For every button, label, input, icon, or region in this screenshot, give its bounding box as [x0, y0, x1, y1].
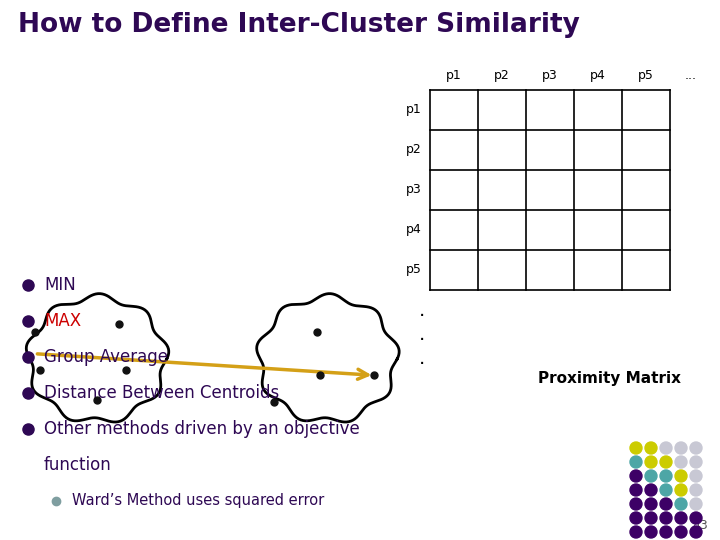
Circle shape	[690, 526, 702, 538]
Circle shape	[660, 470, 672, 482]
Text: p1: p1	[446, 69, 462, 82]
Text: p4: p4	[406, 224, 422, 237]
Circle shape	[660, 526, 672, 538]
Circle shape	[630, 470, 642, 482]
Circle shape	[630, 526, 642, 538]
Circle shape	[675, 526, 687, 538]
Text: p5: p5	[406, 264, 422, 276]
Text: ...: ...	[685, 69, 696, 82]
Circle shape	[675, 442, 687, 454]
Text: MIN: MIN	[44, 276, 76, 294]
Circle shape	[645, 498, 657, 510]
Text: Group Average: Group Average	[44, 348, 168, 366]
Text: Other methods driven by an objective: Other methods driven by an objective	[44, 420, 360, 438]
Text: p1: p1	[406, 104, 422, 117]
Circle shape	[645, 442, 657, 454]
Circle shape	[630, 512, 642, 524]
Text: p3: p3	[542, 69, 558, 82]
Text: Distance Between Centroids: Distance Between Centroids	[44, 384, 279, 402]
Text: .: .	[419, 300, 425, 320]
Circle shape	[645, 456, 657, 468]
Text: function: function	[44, 456, 112, 474]
Circle shape	[630, 498, 642, 510]
Text: How to Define Inter-Cluster Similarity: How to Define Inter-Cluster Similarity	[18, 12, 580, 38]
Circle shape	[660, 456, 672, 468]
Circle shape	[690, 512, 702, 524]
Circle shape	[630, 484, 642, 496]
Text: p3: p3	[406, 184, 422, 197]
Text: p2: p2	[494, 69, 510, 82]
Circle shape	[675, 498, 687, 510]
Circle shape	[645, 484, 657, 496]
Text: MAX: MAX	[44, 312, 81, 330]
Circle shape	[630, 442, 642, 454]
Circle shape	[645, 526, 657, 538]
Text: .: .	[419, 348, 425, 368]
Circle shape	[690, 442, 702, 454]
Text: p2: p2	[406, 144, 422, 157]
Circle shape	[660, 498, 672, 510]
Circle shape	[690, 484, 702, 496]
Text: .: .	[419, 325, 425, 343]
Circle shape	[630, 456, 642, 468]
Circle shape	[690, 498, 702, 510]
Circle shape	[675, 484, 687, 496]
Circle shape	[690, 470, 702, 482]
Circle shape	[675, 512, 687, 524]
Circle shape	[675, 456, 687, 468]
Text: Ward’s Method uses squared error: Ward’s Method uses squared error	[72, 494, 324, 509]
Circle shape	[645, 512, 657, 524]
Text: Proximity Matrix: Proximity Matrix	[539, 370, 682, 386]
Text: 43: 43	[692, 519, 708, 532]
Text: p4: p4	[590, 69, 606, 82]
Circle shape	[660, 442, 672, 454]
Circle shape	[660, 512, 672, 524]
Circle shape	[660, 484, 672, 496]
Text: p5: p5	[638, 69, 654, 82]
Circle shape	[645, 470, 657, 482]
Circle shape	[690, 456, 702, 468]
Circle shape	[675, 470, 687, 482]
